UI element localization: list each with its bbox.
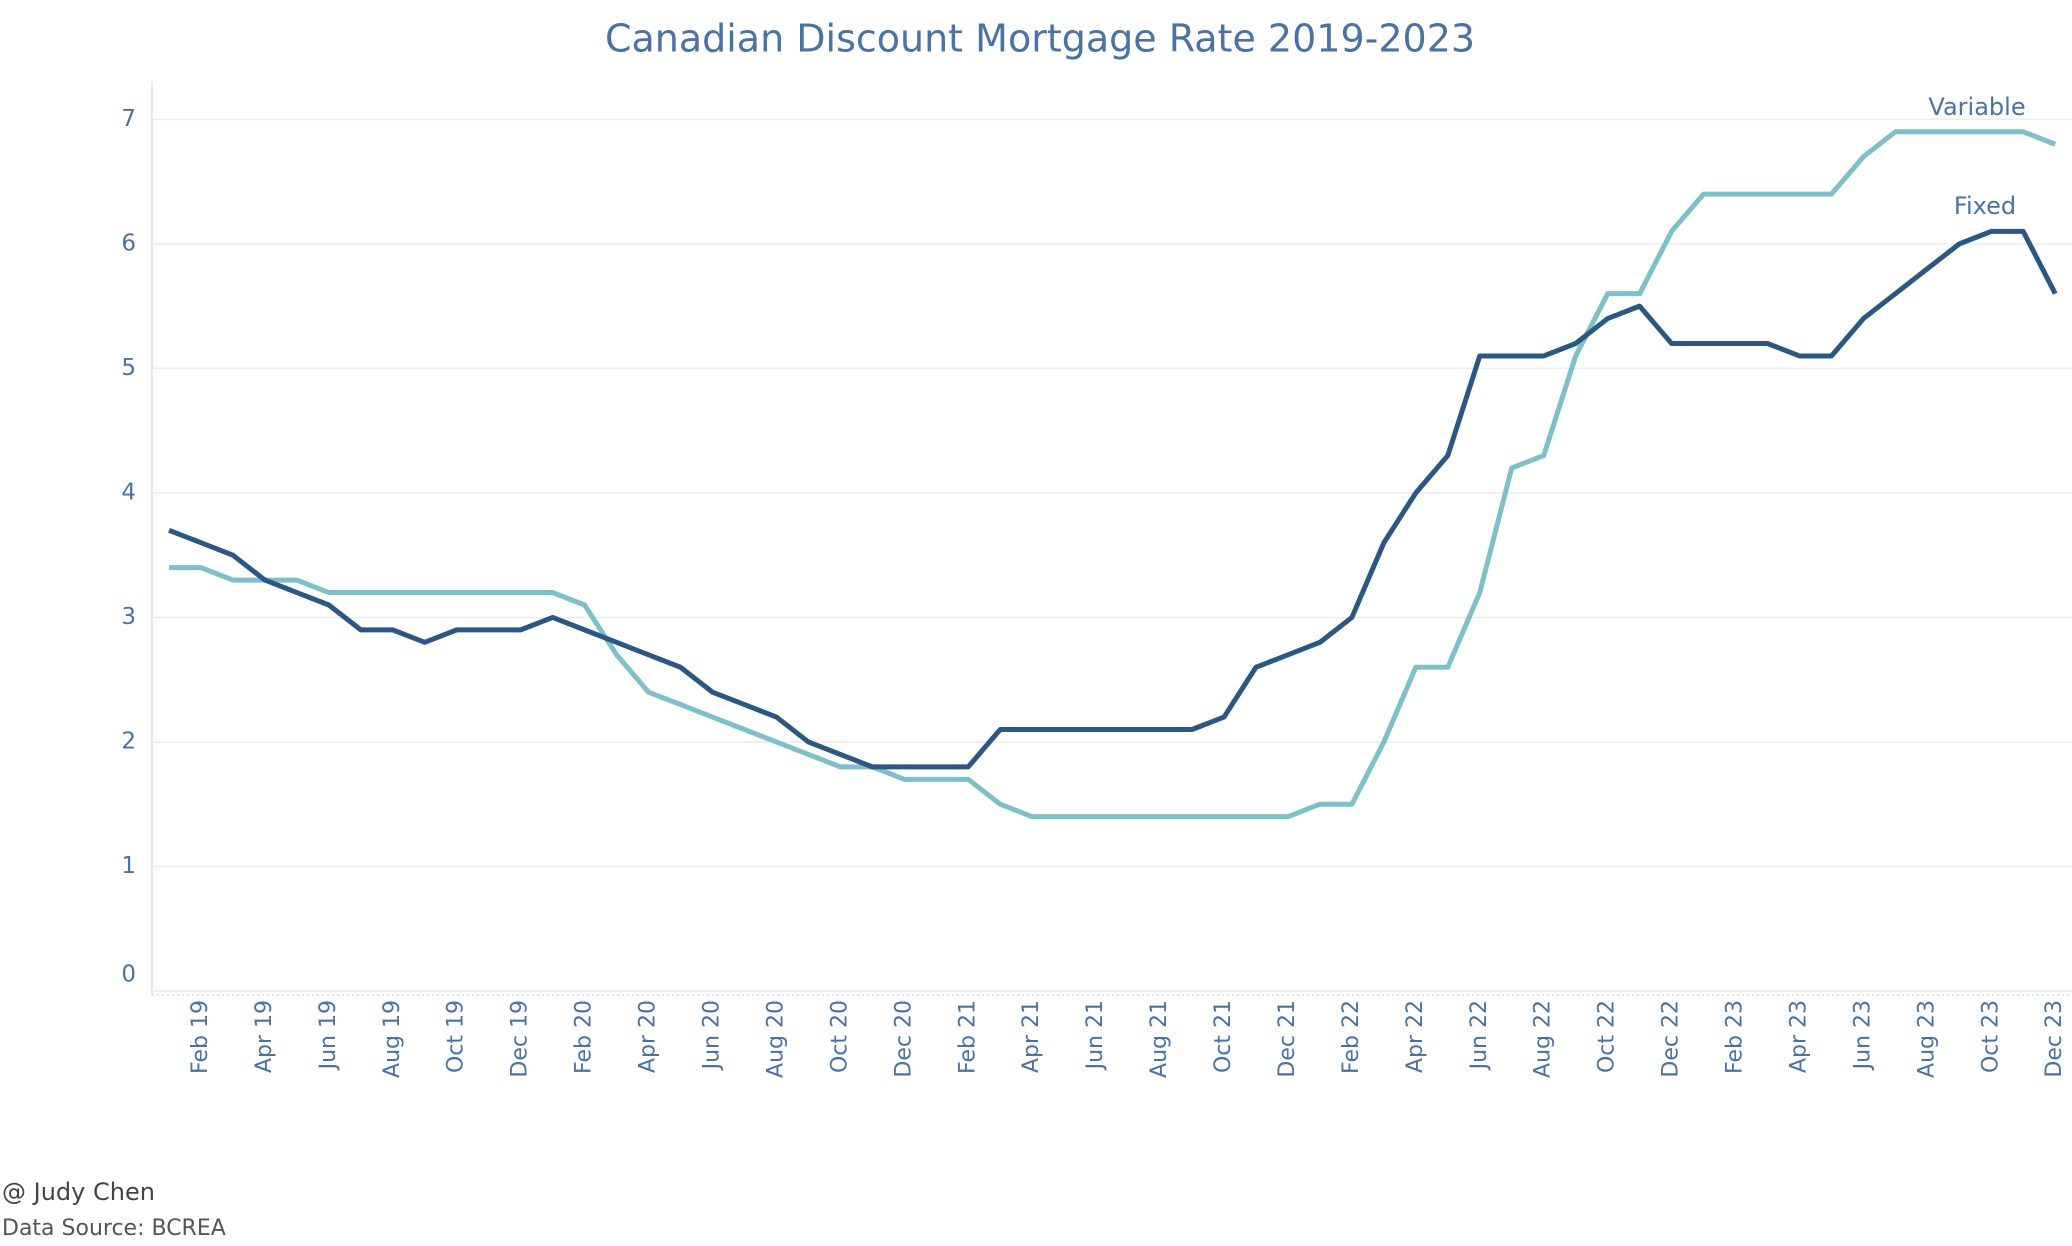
- x-tick-label: Feb 20: [572, 1000, 597, 1074]
- x-tick-label: Dec 22: [1659, 1000, 1684, 1078]
- x-tick-label: Oct 21: [1211, 1000, 1236, 1073]
- x-tick-label: Oct 20: [827, 1000, 852, 1073]
- x-tick-label: Jun 21: [1083, 1000, 1108, 1071]
- x-tick-label: Feb 19: [188, 1000, 213, 1074]
- source: Data Source: BCREA: [2, 1216, 226, 1241]
- x-tick-label: Jun 23: [1850, 1000, 1875, 1071]
- x-tick-label: Aug 22: [1531, 1000, 1556, 1078]
- y-tick-label: 4: [121, 479, 136, 505]
- y-tick-label: 7: [121, 106, 136, 132]
- series-label: Fixed: [1954, 192, 2016, 220]
- y-tick-label: 1: [121, 853, 136, 879]
- x-tick-label: Apr 19: [252, 1000, 277, 1073]
- x-tick-label: Apr 23: [1786, 1000, 1811, 1073]
- x-tick-label: Dec 21: [1275, 1000, 1300, 1078]
- line-1: [168, 228, 2058, 770]
- x-tick-label: Oct 23: [1978, 1000, 2003, 1073]
- line-0: [169, 129, 2057, 820]
- chart-title: Canadian Discount Mortgage Rate 2019-202…: [605, 17, 1475, 61]
- x-tick-label: Aug 21: [1147, 1000, 1172, 1078]
- credit: @ Judy Chen: [2, 1178, 155, 1206]
- x-tick-label: Apr 22: [1403, 1000, 1428, 1073]
- x-tick-label: Jun 19: [316, 1000, 341, 1071]
- x-tick-label: Feb 23: [1723, 1000, 1748, 1074]
- x-tick-label: Aug 19: [380, 1000, 405, 1078]
- x-tick-label: Aug 23: [1914, 1000, 1939, 1078]
- x-tick-label: Jun 20: [699, 1000, 724, 1071]
- x-tick-label: Oct 19: [444, 1000, 469, 1073]
- y-tick-label: 3: [121, 604, 136, 630]
- x-tick-label: Feb 22: [1339, 1000, 1364, 1074]
- x-tick-label: Aug 20: [763, 1000, 788, 1078]
- x-tick-label: Apr 21: [1019, 1000, 1044, 1073]
- x-tick-label: Apr 20: [636, 1000, 661, 1073]
- y-tick-label: 6: [121, 230, 136, 256]
- series-label: Variable: [1928, 93, 2025, 121]
- x-tick-label: Jun 22: [1467, 1000, 1492, 1071]
- x-tick-label: Dec 23: [2042, 1000, 2067, 1078]
- y-tick-label: 0: [121, 962, 136, 988]
- x-tick-label: Dec 20: [891, 1000, 916, 1078]
- y-tick-label: 2: [121, 728, 136, 754]
- y-tick-label: 5: [121, 355, 136, 381]
- x-tick-label: Oct 22: [1595, 1000, 1620, 1073]
- x-tick-label: Feb 21: [955, 1000, 980, 1074]
- x-tick-label: Dec 19: [508, 1000, 533, 1078]
